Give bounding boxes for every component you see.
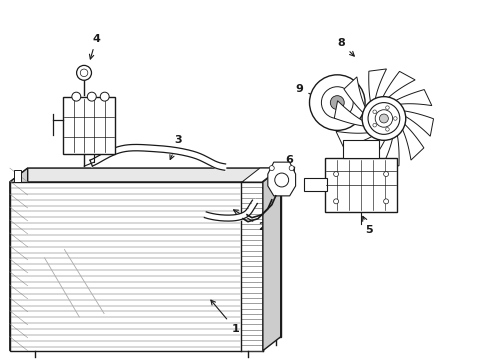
Text: 9: 9 (295, 84, 316, 97)
Polygon shape (268, 162, 295, 196)
Circle shape (76, 66, 92, 80)
Circle shape (289, 166, 294, 171)
Bar (14, 170, 21, 182)
Polygon shape (10, 182, 263, 351)
Polygon shape (369, 69, 387, 105)
Circle shape (330, 96, 344, 109)
Bar (325, 158, 397, 212)
Circle shape (386, 127, 389, 131)
Polygon shape (381, 132, 399, 168)
Circle shape (375, 110, 392, 127)
Circle shape (384, 199, 389, 204)
Polygon shape (401, 122, 424, 160)
Polygon shape (353, 137, 386, 166)
Text: 2: 2 (234, 210, 266, 231)
Text: 8: 8 (338, 38, 354, 56)
Circle shape (72, 92, 81, 101)
Text: 3: 3 (170, 135, 182, 159)
Polygon shape (393, 90, 432, 105)
Circle shape (87, 92, 96, 101)
Circle shape (334, 199, 339, 204)
Circle shape (310, 75, 365, 130)
Text: 1: 1 (211, 300, 239, 334)
Circle shape (368, 103, 400, 134)
Polygon shape (10, 168, 28, 351)
Circle shape (275, 173, 289, 187)
Bar (63, 96, 115, 154)
Text: 7: 7 (263, 188, 276, 200)
Circle shape (80, 69, 88, 77)
Bar (343, 140, 379, 158)
Circle shape (334, 172, 339, 176)
Circle shape (386, 106, 389, 109)
Text: 6: 6 (286, 155, 294, 172)
Polygon shape (334, 101, 367, 126)
Circle shape (100, 92, 109, 101)
Polygon shape (10, 168, 281, 182)
Polygon shape (344, 77, 367, 115)
Bar (303, 178, 327, 191)
Circle shape (321, 87, 353, 118)
Circle shape (362, 96, 406, 140)
Text: 5: 5 (363, 216, 373, 235)
Circle shape (384, 172, 389, 176)
Polygon shape (401, 111, 434, 136)
Polygon shape (336, 131, 375, 147)
Text: 4: 4 (90, 34, 100, 59)
Circle shape (373, 110, 376, 113)
Circle shape (379, 114, 389, 123)
Polygon shape (28, 168, 281, 337)
Polygon shape (382, 71, 415, 100)
Polygon shape (242, 168, 280, 182)
Circle shape (270, 166, 274, 171)
Circle shape (393, 117, 397, 120)
Circle shape (373, 123, 376, 127)
Polygon shape (263, 168, 281, 351)
